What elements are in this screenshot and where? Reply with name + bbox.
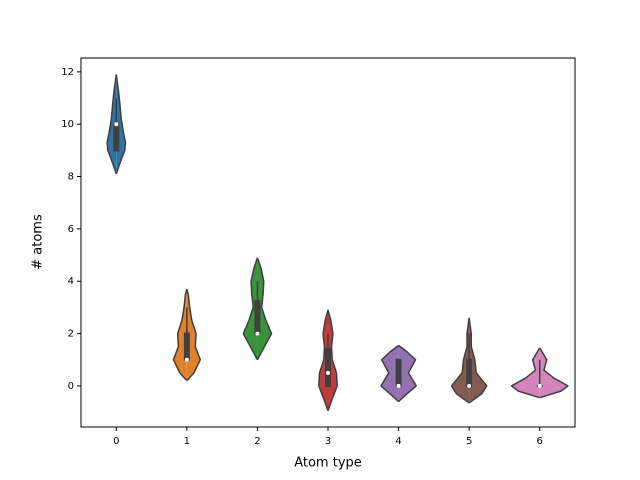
violin-half xyxy=(468,317,488,404)
box xyxy=(183,332,190,361)
violin-half xyxy=(510,347,541,399)
x-tick-label: 2 xyxy=(254,436,260,447)
box xyxy=(254,299,261,335)
y-tick-label: 0 xyxy=(68,381,74,392)
y-tick-label: 12 xyxy=(61,67,74,78)
median xyxy=(467,383,472,388)
median xyxy=(114,122,119,127)
violin-half xyxy=(256,257,273,361)
x-tick-label: 3 xyxy=(325,436,331,447)
violin-half xyxy=(398,344,417,403)
median xyxy=(326,370,330,375)
box xyxy=(113,123,120,152)
y-tick-label: 8 xyxy=(68,172,74,183)
box xyxy=(325,348,331,387)
violin-half xyxy=(186,288,202,382)
x-tick-label: 4 xyxy=(395,436,401,447)
x-tick-label: 5 xyxy=(466,436,472,447)
violin-half xyxy=(172,288,188,382)
violin-half xyxy=(539,347,569,399)
y-tick-label: 10 xyxy=(61,119,74,130)
median xyxy=(396,383,401,388)
y-axis-label: # atoms xyxy=(31,214,46,270)
x-tick-label: 1 xyxy=(184,436,190,447)
median xyxy=(537,383,542,388)
y-tick-label: 2 xyxy=(68,329,74,340)
violin-half xyxy=(380,344,400,403)
plot-frame xyxy=(80,57,576,428)
box xyxy=(466,358,473,387)
median xyxy=(255,331,260,336)
x-axis-label: Atom type xyxy=(294,456,362,471)
violin-half xyxy=(450,317,470,404)
violin-half xyxy=(242,257,259,361)
median xyxy=(184,357,189,362)
x-tick-label: 6 xyxy=(537,436,543,447)
box xyxy=(395,358,402,387)
y-tick-label: 6 xyxy=(68,224,74,235)
y-tick-label: 4 xyxy=(68,276,74,287)
x-tick-label: 0 xyxy=(113,436,119,447)
